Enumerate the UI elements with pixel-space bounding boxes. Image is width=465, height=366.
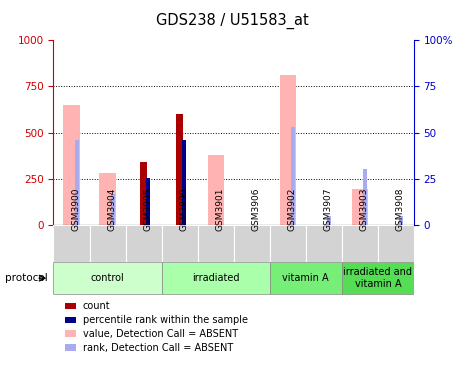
Text: GSM3905: GSM3905 [144,187,153,231]
Text: GSM3904: GSM3904 [107,187,117,231]
Bar [342,225,378,262]
Bar [363,169,367,225]
Bar [182,140,186,225]
Text: GSM3901: GSM3901 [216,187,225,231]
Bar [378,225,414,262]
Text: irradiated and
vitamin A: irradiated and vitamin A [343,267,412,289]
Bar [126,225,162,262]
Bar [75,140,79,225]
Text: GSM3908: GSM3908 [396,187,405,231]
Bar [198,225,233,262]
Bar [306,225,342,262]
Bar [399,216,404,225]
Text: GSM3900: GSM3900 [72,187,80,231]
Text: count: count [83,301,110,311]
Bar [279,75,296,225]
Bar [63,105,80,225]
Text: GSM3899: GSM3899 [179,187,189,231]
Bar [53,262,162,294]
Text: rank, Detection Call = ABSENT: rank, Detection Call = ABSENT [83,343,233,353]
Bar [162,262,270,294]
Bar [89,225,126,262]
Bar [291,127,295,225]
Bar [176,114,183,225]
Text: GSM3902: GSM3902 [288,187,297,231]
Text: GSM3907: GSM3907 [324,187,333,231]
Text: GSM3906: GSM3906 [252,187,261,231]
Bar [53,225,89,262]
Bar [327,216,332,225]
Text: protocol: protocol [5,273,47,283]
Bar [270,225,306,262]
Text: value, Detection Call = ABSENT: value, Detection Call = ABSENT [83,329,238,339]
Text: vitamin A: vitamin A [282,273,329,283]
Bar [111,194,115,225]
Bar [270,262,342,294]
Bar [100,173,116,225]
Text: GSM3903: GSM3903 [360,187,369,231]
Bar [352,189,368,225]
Bar [146,178,150,225]
Text: percentile rank within the sample: percentile rank within the sample [83,315,248,325]
Bar [234,225,270,262]
Bar [162,225,198,262]
Text: GDS238 / U51583_at: GDS238 / U51583_at [156,13,309,29]
Text: irradiated: irradiated [192,273,239,283]
Text: control: control [91,273,125,283]
Bar [342,262,414,294]
Bar [140,162,147,225]
Bar [207,155,224,225]
